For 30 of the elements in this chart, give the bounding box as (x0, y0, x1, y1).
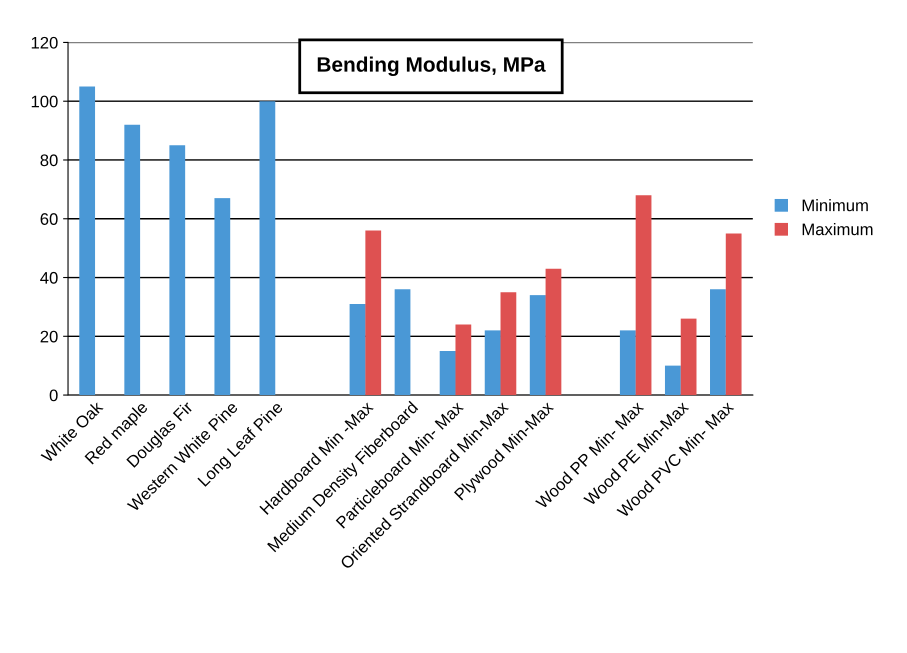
bar (440, 350, 456, 396)
y-tick-label: 100 (32, 96, 58, 108)
text: Bending Modulus, MPa (318, 56, 546, 76)
bar (680, 318, 696, 396)
bar (259, 101, 276, 396)
legend-label: Maximum (802, 223, 872, 236)
bar (79, 86, 96, 396)
bar (124, 124, 140, 396)
y-tick-label: 20 (40, 330, 58, 342)
bar (500, 292, 516, 396)
y-tick-label: 60 (40, 213, 58, 225)
bar (350, 304, 366, 396)
bar (620, 330, 636, 396)
bar (636, 195, 652, 396)
y-tick-label: 80 (40, 154, 58, 166)
bar (726, 233, 742, 396)
bar (546, 268, 562, 396)
bar (365, 230, 382, 396)
y-tick-label: 0 (50, 389, 58, 402)
bar (664, 366, 681, 396)
bar (530, 295, 546, 396)
bar (455, 324, 472, 396)
legend-label: Minimum (802, 199, 868, 212)
bar (394, 289, 410, 396)
bar (484, 330, 501, 396)
y-tick-label: 120 (32, 36, 58, 49)
bar (710, 289, 726, 396)
bar (169, 145, 186, 396)
bar (214, 198, 230, 396)
y-tick-label: 40 (40, 272, 58, 284)
